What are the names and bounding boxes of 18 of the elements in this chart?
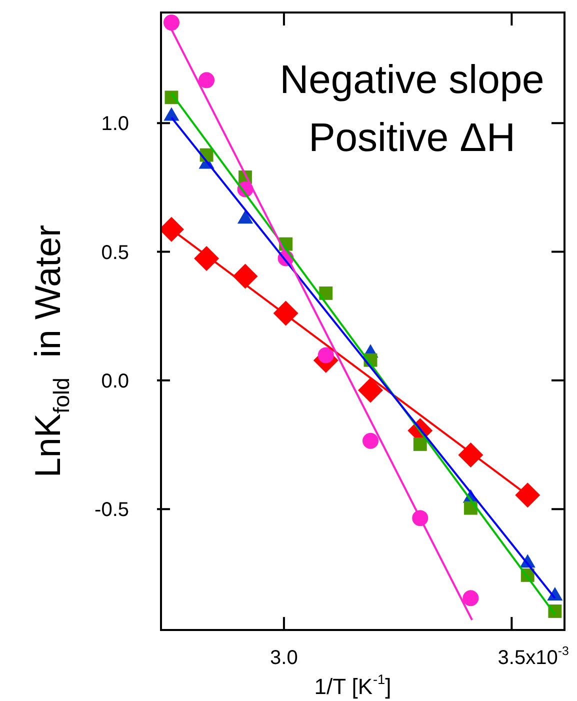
x-tick-label: 3.0 <box>270 647 298 669</box>
point <box>413 438 427 451</box>
y-tick-label: 0.5 <box>101 242 130 264</box>
point <box>515 482 540 508</box>
y-axis-title: LnKfold in Water <box>27 224 74 478</box>
point <box>318 347 334 364</box>
point <box>358 378 383 403</box>
annotation: Positive ΔH <box>308 116 516 160</box>
annotation: Negative slope <box>280 58 544 102</box>
point <box>462 590 479 606</box>
x-tick-label: 3.5 <box>498 647 526 669</box>
y-tick-label: 0.0 <box>101 370 130 392</box>
y-tick-label: -0.5 <box>94 499 130 522</box>
point <box>319 286 333 300</box>
point <box>163 14 180 31</box>
point <box>362 432 378 449</box>
y-tick-label: 1.0 <box>101 113 130 136</box>
point <box>198 72 215 88</box>
